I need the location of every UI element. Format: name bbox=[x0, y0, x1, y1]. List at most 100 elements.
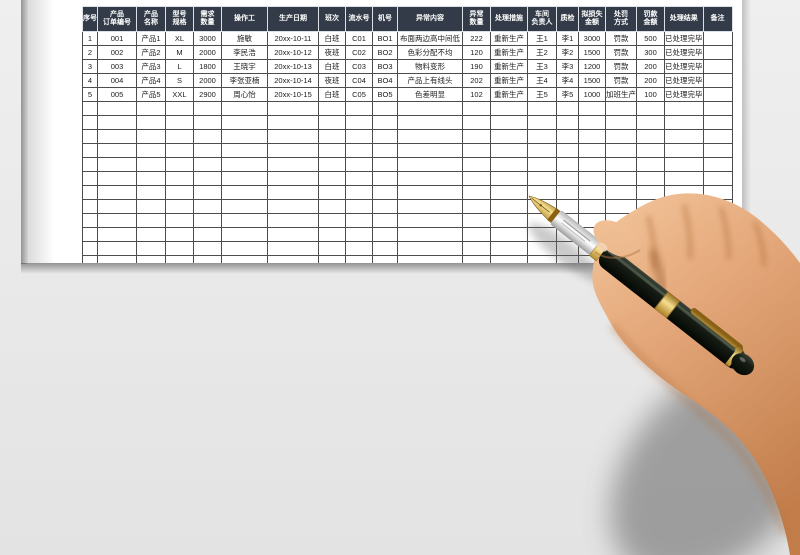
cell-product_name[interactable] bbox=[136, 143, 166, 158]
cell-serial_no[interactable] bbox=[345, 171, 373, 186]
cell-workshop_leader[interactable]: 王4 bbox=[527, 73, 557, 88]
cell-seq[interactable] bbox=[82, 171, 98, 186]
cell-prod_date[interactable] bbox=[267, 199, 319, 214]
cell-shift[interactable]: 夜班 bbox=[318, 45, 346, 60]
cell-handling_measure[interactable]: 重新生产 bbox=[490, 45, 528, 60]
cell-abnormal_qty[interactable]: 102 bbox=[462, 87, 491, 102]
cell-machine_no[interactable] bbox=[372, 171, 398, 186]
cell-abnormal_qty[interactable] bbox=[462, 213, 491, 228]
cell-remark[interactable] bbox=[702, 59, 733, 74]
cell-product_name[interactable] bbox=[136, 241, 166, 256]
cell-qc[interactable] bbox=[556, 115, 579, 130]
cell-result[interactable] bbox=[664, 157, 704, 172]
cell-abnormal_qty[interactable]: 222 bbox=[462, 31, 491, 46]
cell-order_no[interactable] bbox=[97, 143, 137, 158]
cell-prod_date[interactable] bbox=[267, 115, 319, 130]
cell-abnormal_qty[interactable] bbox=[462, 255, 491, 263]
cell-est_loss_amount[interactable]: 1000 bbox=[578, 87, 606, 102]
cell-shift[interactable] bbox=[318, 101, 346, 116]
cell-seq[interactable]: 5 bbox=[82, 87, 98, 102]
cell-demand_qty[interactable] bbox=[193, 157, 222, 172]
cell-operator[interactable] bbox=[221, 157, 268, 172]
cell-est_loss_amount[interactable] bbox=[578, 115, 606, 130]
cell-abnormal_qty[interactable]: 190 bbox=[462, 59, 491, 74]
cell-order_no[interactable]: 002 bbox=[97, 45, 137, 60]
cell-machine_no[interactable]: BO5 bbox=[372, 87, 398, 102]
cell-operator[interactable] bbox=[221, 143, 268, 158]
cell-shift[interactable] bbox=[318, 171, 346, 186]
cell-model_spec[interactable] bbox=[165, 129, 194, 144]
cell-seq[interactable] bbox=[82, 213, 98, 228]
cell-qc[interactable]: 李5 bbox=[556, 87, 579, 102]
cell-operator[interactable]: 李张亚楠 bbox=[221, 73, 268, 88]
cell-product_name[interactable] bbox=[136, 157, 166, 172]
cell-qc[interactable]: 李4 bbox=[556, 73, 579, 88]
cell-qc[interactable]: 李2 bbox=[556, 45, 579, 60]
cell-shift[interactable] bbox=[318, 185, 346, 200]
cell-result[interactable] bbox=[664, 129, 704, 144]
cell-operator[interactable]: 周心怡 bbox=[221, 87, 268, 102]
cell-abnormal_qty[interactable] bbox=[462, 101, 491, 116]
cell-abnormal_qty[interactable] bbox=[462, 115, 491, 130]
cell-abnormal_content[interactable] bbox=[397, 157, 463, 172]
cell-penalty_type[interactable]: 加班生产 bbox=[605, 87, 637, 102]
cell-shift[interactable]: 白班 bbox=[318, 31, 346, 46]
cell-penalty_type[interactable] bbox=[605, 157, 637, 172]
cell-product_name[interactable] bbox=[136, 199, 166, 214]
cell-machine_no[interactable] bbox=[372, 255, 398, 263]
cell-serial_no[interactable] bbox=[345, 241, 373, 256]
cell-result[interactable]: 已处理完毕 bbox=[664, 59, 704, 74]
cell-prod_date[interactable] bbox=[267, 129, 319, 144]
cell-result[interactable]: 已处理完毕 bbox=[664, 73, 704, 88]
cell-abnormal_content[interactable] bbox=[397, 115, 463, 130]
cell-prod_date[interactable]: 20xx-10-15 bbox=[267, 87, 319, 102]
cell-remark[interactable] bbox=[702, 101, 733, 116]
cell-remark[interactable] bbox=[702, 115, 733, 130]
cell-est_loss_amount[interactable] bbox=[578, 143, 606, 158]
cell-abnormal_content[interactable] bbox=[397, 143, 463, 158]
cell-remark[interactable] bbox=[702, 157, 733, 172]
cell-fine_amount[interactable]: 200 bbox=[636, 59, 665, 74]
cell-fine_amount[interactable] bbox=[636, 101, 665, 116]
cell-prod_date[interactable]: 20xx-10-14 bbox=[267, 73, 319, 88]
cell-handling_measure[interactable] bbox=[490, 157, 528, 172]
cell-model_spec[interactable] bbox=[165, 199, 194, 214]
cell-order_no[interactable] bbox=[97, 199, 137, 214]
cell-serial_no[interactable] bbox=[345, 115, 373, 130]
cell-seq[interactable]: 2 bbox=[82, 45, 98, 60]
cell-machine_no[interactable] bbox=[372, 213, 398, 228]
cell-order_no[interactable]: 005 bbox=[97, 87, 137, 102]
cell-fine_amount[interactable] bbox=[636, 143, 665, 158]
cell-operator[interactable]: 李民浩 bbox=[221, 45, 268, 60]
cell-prod_date[interactable] bbox=[267, 255, 319, 263]
cell-seq[interactable] bbox=[82, 129, 98, 144]
cell-remark[interactable] bbox=[702, 143, 733, 158]
cell-seq[interactable] bbox=[82, 255, 98, 263]
cell-machine_no[interactable]: BO2 bbox=[372, 45, 398, 60]
cell-prod_date[interactable] bbox=[267, 171, 319, 186]
cell-prod_date[interactable] bbox=[267, 157, 319, 172]
cell-abnormal_qty[interactable] bbox=[462, 199, 491, 214]
cell-est_loss_amount[interactable] bbox=[578, 157, 606, 172]
cell-serial_no[interactable] bbox=[345, 185, 373, 200]
cell-order_no[interactable] bbox=[97, 213, 137, 228]
cell-model_spec[interactable] bbox=[165, 115, 194, 130]
cell-result[interactable] bbox=[664, 143, 704, 158]
cell-handling_measure[interactable] bbox=[490, 101, 528, 116]
cell-seq[interactable] bbox=[82, 185, 98, 200]
cell-operator[interactable] bbox=[221, 129, 268, 144]
cell-model_spec[interactable] bbox=[165, 213, 194, 228]
cell-model_spec[interactable]: XXL bbox=[165, 87, 194, 102]
cell-fine_amount[interactable] bbox=[636, 129, 665, 144]
cell-est_loss_amount[interactable]: 3000 bbox=[578, 31, 606, 46]
cell-est_loss_amount[interactable]: 1500 bbox=[578, 45, 606, 60]
cell-abnormal_content[interactable]: 布面两边高中间低 bbox=[397, 31, 463, 46]
cell-abnormal_qty[interactable] bbox=[462, 171, 491, 186]
cell-remark[interactable] bbox=[702, 87, 733, 102]
cell-model_spec[interactable] bbox=[165, 101, 194, 116]
cell-serial_no[interactable] bbox=[345, 157, 373, 172]
cell-abnormal_content[interactable] bbox=[397, 171, 463, 186]
cell-operator[interactable] bbox=[221, 199, 268, 214]
cell-result[interactable] bbox=[664, 101, 704, 116]
cell-order_no[interactable] bbox=[97, 129, 137, 144]
